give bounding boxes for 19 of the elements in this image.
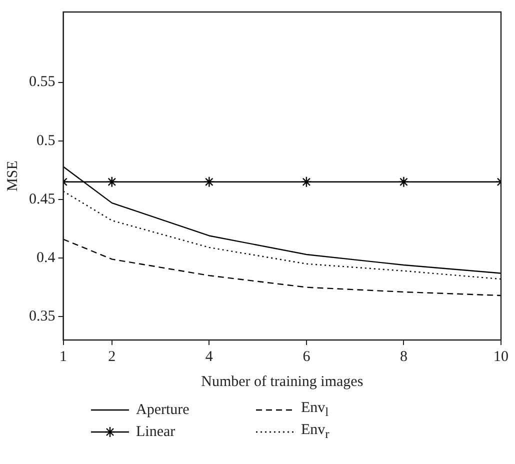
x-tick-label: 2	[108, 348, 116, 365]
line-series	[63, 190, 501, 280]
x-tick-label: 8	[400, 348, 408, 365]
legend-label: Env$_{r}$	[301, 422, 330, 442]
legend-label: Aperture	[136, 402, 190, 418]
y-tick-label: 0.35	[29, 308, 56, 325]
y-tick-label: 0.5	[36, 132, 56, 149]
line-series	[63, 238, 501, 296]
y-axis-title: MSE	[4, 160, 21, 192]
x-tick-label: 10	[494, 348, 508, 365]
y-tick-label: 0.55	[29, 74, 56, 90]
x-axis-title: Number of training images	[201, 374, 364, 390]
x-tick-label: 4	[205, 348, 214, 365]
y-tick-label: 0.4	[36, 250, 56, 266]
x-tick-label: 1	[60, 348, 67, 365]
x-tick-label: 6	[302, 348, 311, 365]
y-tick-label: 0.45	[29, 191, 56, 208]
legend-label: Linear	[136, 424, 176, 440]
legend-label: Env$_{l}$	[301, 400, 329, 420]
